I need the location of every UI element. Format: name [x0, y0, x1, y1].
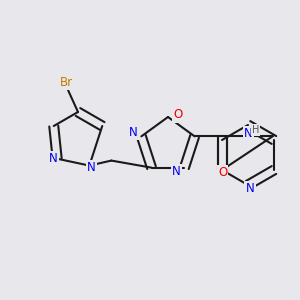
Text: N: N [129, 126, 138, 139]
Text: N: N [246, 182, 254, 196]
Text: N: N [49, 152, 58, 165]
Text: N: N [172, 165, 181, 178]
Text: Br: Br [59, 76, 73, 88]
Text: N: N [244, 127, 253, 140]
Text: O: O [218, 166, 227, 179]
Text: O: O [173, 109, 183, 122]
Text: H: H [252, 125, 259, 135]
Text: N: N [87, 161, 96, 174]
